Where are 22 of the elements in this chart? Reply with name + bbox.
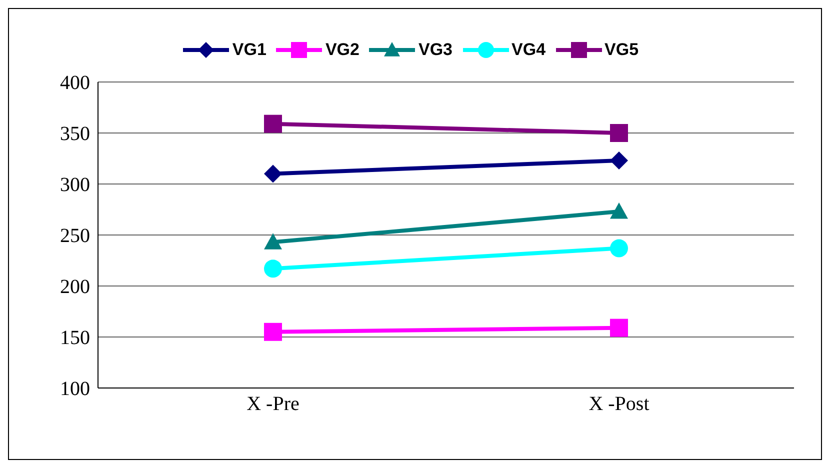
- y-tick-label: 350: [60, 123, 90, 146]
- legend-label: VG5: [604, 40, 639, 60]
- y-tick-label: 150: [60, 327, 90, 350]
- point: [264, 260, 282, 278]
- x-tick-label: X -Post: [588, 393, 650, 416]
- point: [610, 124, 628, 142]
- point: [610, 239, 628, 258]
- point: [264, 322, 282, 341]
- y-tick-label: 100: [60, 378, 90, 400]
- y-tick-label: 200: [60, 276, 90, 298]
- y-tick-label: 250: [60, 225, 90, 248]
- point: [264, 164, 282, 183]
- legend-label: VG3: [418, 40, 453, 60]
- point: [610, 318, 628, 337]
- y-tick-label: 400: [60, 72, 90, 94]
- legend-label: VG2: [325, 40, 360, 60]
- point: [610, 152, 628, 170]
- x-tick-label: X -Pre: [246, 393, 300, 416]
- legend-label: VG4: [512, 40, 546, 60]
- y-tick-label: 300: [60, 174, 90, 196]
- legend-label: VG1: [232, 40, 266, 60]
- point: [264, 114, 282, 133]
